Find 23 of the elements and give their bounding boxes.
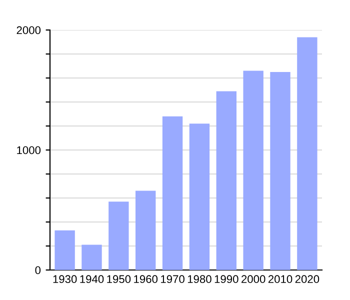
bar xyxy=(243,70,264,270)
x-tick-label: 1940 xyxy=(80,275,104,284)
x-tick-label: 1970 xyxy=(161,275,184,284)
x-tick-label: 1930 xyxy=(53,275,77,284)
bar xyxy=(108,202,129,270)
y-tick-label: 1000 xyxy=(17,146,41,154)
y-tick-label: 2000 xyxy=(16,26,41,34)
bar xyxy=(297,37,318,270)
bar xyxy=(54,230,75,270)
bar xyxy=(136,190,156,270)
x-tick-label: 1990 xyxy=(214,275,238,284)
bar xyxy=(162,116,183,270)
x-tick-label: 2000 xyxy=(242,275,266,284)
x-tick-label: 1960 xyxy=(134,275,158,284)
bar xyxy=(189,124,210,270)
x-tick-label: 2010 xyxy=(268,275,292,284)
x-tick-label: 2020 xyxy=(295,275,320,284)
bar xyxy=(216,91,236,270)
bar xyxy=(270,72,290,270)
x-tick-label: 1950 xyxy=(107,275,131,284)
bar xyxy=(82,244,102,270)
x-tick-label: 1980 xyxy=(188,275,212,284)
y-tick-label: 0 xyxy=(35,266,41,274)
